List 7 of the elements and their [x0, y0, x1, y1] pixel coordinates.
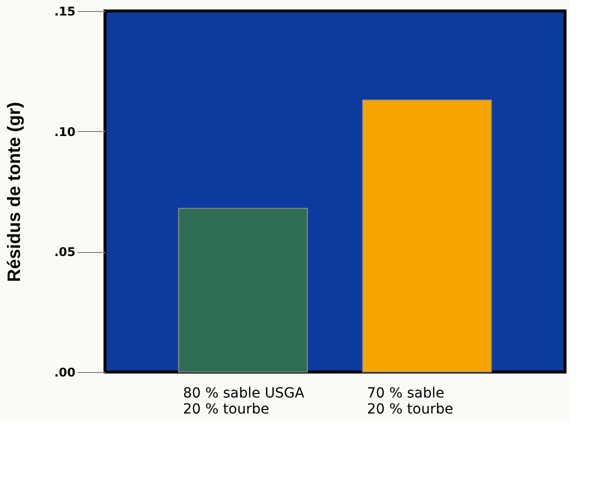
x-tick-label: 70 % sable 20 % tourbe	[367, 386, 454, 418]
x-tick-label: 80 % sable USGA 20 % tourbe	[183, 386, 305, 418]
y-tick-label: .00	[54, 366, 76, 380]
y-tick-label: .05	[54, 245, 76, 260]
y-axis-title: Résidus de tonte (gr)	[4, 102, 24, 282]
y-tick-label: .10	[54, 124, 76, 139]
y-tick-label: .15	[54, 4, 76, 18]
